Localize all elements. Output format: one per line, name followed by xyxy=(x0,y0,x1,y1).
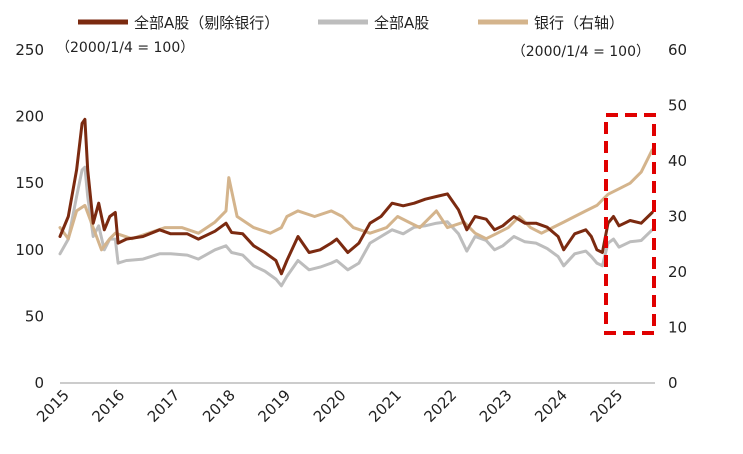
x-tick-label: 2025 xyxy=(587,386,627,426)
x-tick-label: 2016 xyxy=(88,386,128,426)
right-tick-label: 0 xyxy=(668,374,678,392)
legend-label-all-a: 全部A股 xyxy=(374,14,429,32)
x-tick-label: 2015 xyxy=(33,386,73,426)
x-tick-label: 2020 xyxy=(310,386,350,426)
x-tick-label: 2024 xyxy=(531,386,571,426)
plot-area: 0 50 100 150 200 250 0 10 20 30 40 50 60 2015 2016 2017… xyxy=(15,41,687,426)
x-tick-label: 2022 xyxy=(421,386,461,426)
right-axis-note: （2000/1/4 = 100） xyxy=(512,44,650,60)
legend: 全部A股（剔除银行） 全部A股 银行（右轴） xyxy=(78,14,624,32)
left-tick-label: 50 xyxy=(25,307,44,325)
left-tick-label: 200 xyxy=(15,108,44,126)
left-tick-label: 150 xyxy=(15,174,44,192)
legend-label-banks: 银行（右轴） xyxy=(534,14,624,32)
left-tick-label: 100 xyxy=(15,241,44,259)
x-tick-label: 2023 xyxy=(476,386,516,426)
legend-label-all-a-ex-banks: 全部A股（剔除银行） xyxy=(134,14,279,32)
highlight-box xyxy=(604,113,656,335)
right-tick-label: 10 xyxy=(668,319,687,337)
x-tick-label: 2021 xyxy=(365,386,405,426)
x-tick-label: 2019 xyxy=(254,386,294,426)
series-line-all-a-ex-banks xyxy=(58,117,654,276)
left-tick-label: 250 xyxy=(15,41,44,59)
right-tick-label: 40 xyxy=(668,152,687,170)
x-tick-label: 2017 xyxy=(144,386,184,426)
left-axis-note: （2000/1/4 = 100） xyxy=(56,40,194,56)
x-tick-label: 2018 xyxy=(199,386,239,426)
right-tick-label: 50 xyxy=(668,97,687,115)
right-tick-label: 30 xyxy=(668,208,687,226)
left-tick-label: 0 xyxy=(34,374,44,392)
series-line-all-a xyxy=(58,165,654,288)
right-tick-label: 60 xyxy=(668,41,687,59)
right-tick-label: 20 xyxy=(668,263,687,281)
